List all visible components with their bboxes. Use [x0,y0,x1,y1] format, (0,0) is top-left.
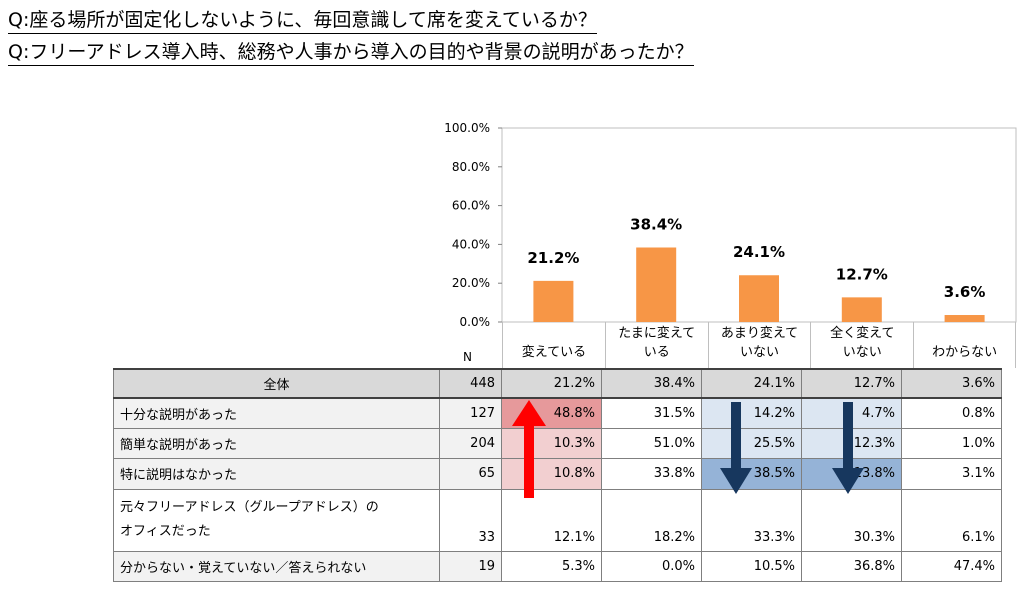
cell-value: 0.0% [601,550,702,582]
cell-value: 5.3% [501,550,602,582]
row-label: 分からない・覚えていない／答えられない [113,550,440,582]
row-n: 127 [439,397,502,429]
row-n: 33 [439,488,502,552]
y-tick-label: 100.0% [444,121,490,135]
table-row: 分からない・覚えていない／答えられない 19 5.3% 0.0% 10.5% 3… [113,550,1002,582]
data-label: 12.7% [836,265,888,283]
cell-value: 33.3% [701,488,802,552]
category-label-line: 変えている [521,345,587,360]
bar [841,297,882,322]
data-label: 21.2% [527,249,579,267]
cell-value: 38.5% [701,457,802,490]
cell-value: 21.2% [501,368,602,399]
crosstab-table: 全体 448 21.2% 38.4% 24.1% 12.7% 3.6% 十分な説… [113,368,1002,582]
cell-value: 25.5% [701,427,802,459]
cell-value: 10.3% [501,427,602,459]
table-row: 十分な説明があった 127 48.8% 31.5% 14.2% 4.7% 0.8… [113,397,1002,429]
cell-value: 51.0% [601,427,702,459]
y-tick-label: 80.0% [452,160,490,174]
cell-value: 33.8% [601,457,702,490]
data-label: 24.1% [733,243,785,261]
y-tick-label: 0.0% [460,315,491,329]
category-label-line: いる [643,345,670,360]
category-label: 変えている [502,322,605,368]
category-label: わからない [913,322,1016,368]
cell-value: 1.0% [901,427,1002,459]
cell-value: 3.1% [901,457,1002,490]
bar [944,315,985,322]
arrow-down-icon [832,402,864,494]
question-2: Q:フリーアドレス導入時、総務や人事から導入の目的や背景の説明があったか？ [8,40,694,66]
row-label: 特に説明はなかった [113,457,440,490]
row-label-line: 元々フリーアドレス（グループアドレス）の [120,500,379,515]
category-label-line: たまに変えて [618,326,696,341]
row-n: 448 [439,368,502,399]
cell-value: 12.1% [501,488,602,552]
row-n: 65 [439,457,502,490]
question-1: Q:座る場所が固定化しないように、毎回意識して席を変えているか？ [8,8,597,34]
category-label-line: あまり変えて [720,326,799,341]
table-row-total: 全体 448 21.2% 38.4% 24.1% 12.7% 3.6% [113,368,1002,399]
data-label: 38.4% [630,216,682,234]
y-tick-label: 20.0% [452,276,490,290]
arrow-up-icon [512,400,546,498]
row-n: 204 [439,427,502,459]
category-label-line [914,324,1015,343]
cell-value: 12.7% [801,368,902,399]
cell-value: 3.6% [901,368,1002,399]
category-label: たまに変えて いる [604,322,708,368]
cell-value: 31.5% [601,397,702,429]
cell-value: 10.8% [501,457,602,490]
category-label: あまり変えて いない [707,322,811,368]
table-row: 特に説明はなかった 65 10.8% 33.8% 38.5% 13.8% 3.1… [113,457,1002,490]
bar [636,247,677,322]
category-label-line: いない [739,345,779,360]
cell-value: 10.5% [701,550,802,582]
category-label-line [503,324,605,343]
row-label: 十分な説明があった [113,397,440,429]
category-label: 全く変えて いない [810,322,913,368]
arrow-down-icon [720,402,752,494]
n-header: N [463,350,472,364]
cell-value: 6.1% [901,488,1002,552]
bar [739,275,779,322]
category-label-line: 全く変えて [830,326,895,341]
row-label: 全体 [113,368,440,399]
bar [533,280,574,322]
y-tick-label: 60.0% [452,199,490,213]
row-label: 元々フリーアドレス（グループアドレス）の オフィスだった [113,488,440,552]
row-n: 19 [439,550,502,582]
cell-value: 47.4% [901,550,1002,582]
cell-value: 38.4% [601,368,702,399]
cell-value: 0.8% [901,397,1002,429]
table-row: 簡単な説明があった 204 10.3% 51.0% 25.5% 12.3% 1.… [113,427,1002,459]
cell-value: 30.3% [801,488,902,552]
row-label: 簡単な説明があった [113,427,440,459]
y-tick-label: 40.0% [452,237,490,251]
category-label-line: わからない [932,345,998,360]
cell-value: 36.8% [801,550,902,582]
row-label-line: オフィスだった [120,524,211,539]
category-label-line: いない [842,345,882,360]
cell-value: 18.2% [601,488,702,552]
table-row: 元々フリーアドレス（グループアドレス）の オフィスだった 33 12.1% 18.… [113,488,1002,552]
cell-value: 24.1% [701,368,802,399]
data-label: 3.6% [944,283,986,301]
